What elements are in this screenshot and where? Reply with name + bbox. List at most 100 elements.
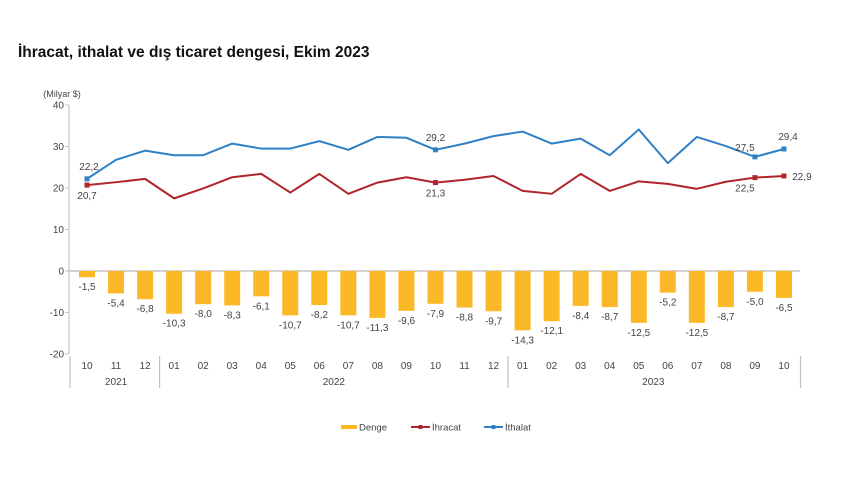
marker-ithalat xyxy=(84,176,90,182)
legend-marker-ithalat xyxy=(491,425,496,429)
line-data-label: 22,5 xyxy=(735,184,755,195)
bar-denge xyxy=(456,271,473,308)
bar-denge xyxy=(543,271,560,322)
bar-denge xyxy=(688,271,705,323)
bar-denge xyxy=(630,271,647,323)
bar-denge xyxy=(166,271,183,314)
x-tick-label: 12 xyxy=(488,361,500,372)
x-tick-label: 09 xyxy=(749,361,761,372)
bar-data-label: -8,2 xyxy=(311,310,329,321)
bar-denge xyxy=(137,271,154,300)
x-tick-label: 08 xyxy=(720,361,732,372)
bar-denge xyxy=(717,271,734,308)
bar-data-label: -11,3 xyxy=(366,323,388,334)
legend-label-ithalat: İthalat xyxy=(505,423,531,434)
x-tick-label: 08 xyxy=(372,361,384,372)
marker-ihracat xyxy=(84,182,90,188)
bar-denge xyxy=(369,271,386,318)
x-tick-label: 06 xyxy=(662,361,674,372)
line-data-label: 22,9 xyxy=(792,172,812,183)
y-tick-label: 40 xyxy=(53,101,65,112)
bar-data-label: -8,8 xyxy=(456,313,474,324)
line-data-label: 21,3 xyxy=(426,189,446,200)
bar-data-label: -8,4 xyxy=(572,311,590,322)
y-tick-label: 30 xyxy=(53,142,65,153)
x-tick-label: 10 xyxy=(430,361,442,372)
bar-denge xyxy=(427,271,444,304)
bar-denge xyxy=(514,271,531,331)
bar-data-label: -6,5 xyxy=(775,303,793,314)
y-tick-label: -20 xyxy=(50,350,65,361)
bar-denge xyxy=(601,271,618,308)
x-tick-label: 09 xyxy=(401,361,413,372)
chart-title: İhracat, ithalat ve dış ticaret dengesi,… xyxy=(18,44,370,61)
legend-label-denge: Denge xyxy=(359,423,387,434)
x-tick-label: 12 xyxy=(140,361,152,372)
x-tick-label: 07 xyxy=(343,361,355,372)
x-tick-label: 05 xyxy=(285,361,297,372)
bar-data-label: -12,1 xyxy=(540,326,563,337)
bar-denge xyxy=(572,271,589,306)
bar-denge xyxy=(79,271,95,278)
bar-data-label: -14,3 xyxy=(511,335,534,346)
bar-denge xyxy=(253,271,270,297)
x-tick-label: 05 xyxy=(633,361,645,372)
line-data-label: 29,4 xyxy=(778,132,798,143)
y-axis-unit-label: (Milyar $) xyxy=(43,89,81,99)
bar-data-label: -5,4 xyxy=(107,298,125,309)
x-tick-label: 04 xyxy=(256,361,268,372)
x-year-label: 2022 xyxy=(323,377,346,388)
marker-ithalat xyxy=(752,154,758,160)
bar-data-label: -12,5 xyxy=(685,328,708,339)
line-data-label: 22,2 xyxy=(79,162,99,173)
marker-ihracat xyxy=(781,173,787,179)
x-tick-label: 03 xyxy=(227,361,239,372)
line-data-label: 20,7 xyxy=(77,191,97,202)
bar-data-label: -5,0 xyxy=(746,297,764,308)
bar-denge xyxy=(398,271,415,311)
bar-series-denge: -1,5 -5,4 -6,8 -10,3 -8,0 -8,3 -6,1 -10,7 -8,2 -1… xyxy=(78,271,793,346)
bar-denge xyxy=(485,271,502,312)
x-tick-label: 06 xyxy=(314,361,326,372)
bar-data-label: -9,7 xyxy=(485,316,503,327)
bar-data-label: -8,7 xyxy=(601,312,619,323)
bar-data-label: -10,7 xyxy=(279,320,302,331)
legend: Denge İhracat İthalat xyxy=(341,423,531,434)
bar-data-label: -8,3 xyxy=(224,310,242,321)
bar-denge xyxy=(224,271,241,306)
bar-denge xyxy=(746,271,763,292)
legend-marker-ihracat xyxy=(418,425,423,429)
bar-data-label: -8,7 xyxy=(717,312,735,323)
marker-ihracat xyxy=(752,175,758,181)
bar-denge xyxy=(340,271,357,316)
y-tick-label: 20 xyxy=(53,184,65,195)
x-year-label: 2023 xyxy=(642,377,665,388)
bar-data-label: -5,2 xyxy=(659,298,677,309)
x-year-label: 2021 xyxy=(105,377,128,388)
bar-denge xyxy=(108,271,125,294)
bar-denge xyxy=(659,271,676,293)
bar-denge xyxy=(195,271,212,305)
bar-data-label: -1,5 xyxy=(78,282,96,293)
bar-data-label: -6,1 xyxy=(253,301,271,312)
x-tick-label: 10 xyxy=(778,361,790,372)
x-axis: 10 11 12 01 02 03 04 05 06 07 08 09 10 11 12 01 02 03 04 05… xyxy=(69,356,802,388)
line-data-label: 29,2 xyxy=(426,133,446,144)
x-tick-label: 02 xyxy=(546,361,558,372)
x-tick-label: 02 xyxy=(198,361,210,372)
x-tick-label: 07 xyxy=(691,361,703,372)
bar-data-label: -9,6 xyxy=(398,316,416,327)
x-tick-label: 04 xyxy=(604,361,616,372)
y-tick-label: -10 xyxy=(50,308,65,319)
y-tick-label: 0 xyxy=(58,267,64,278)
y-tick-label: 10 xyxy=(53,225,65,236)
x-tick-label: 11 xyxy=(111,361,122,372)
legend-label-ihracat: İhracat xyxy=(432,423,461,434)
marker-ihracat xyxy=(432,180,438,186)
line-data-label: 27,5 xyxy=(735,143,755,154)
marker-ithalat xyxy=(781,146,787,152)
bar-data-label: -12,5 xyxy=(627,328,650,339)
x-tick-label: 11 xyxy=(459,361,470,372)
bar-data-label: -10,3 xyxy=(163,319,186,330)
